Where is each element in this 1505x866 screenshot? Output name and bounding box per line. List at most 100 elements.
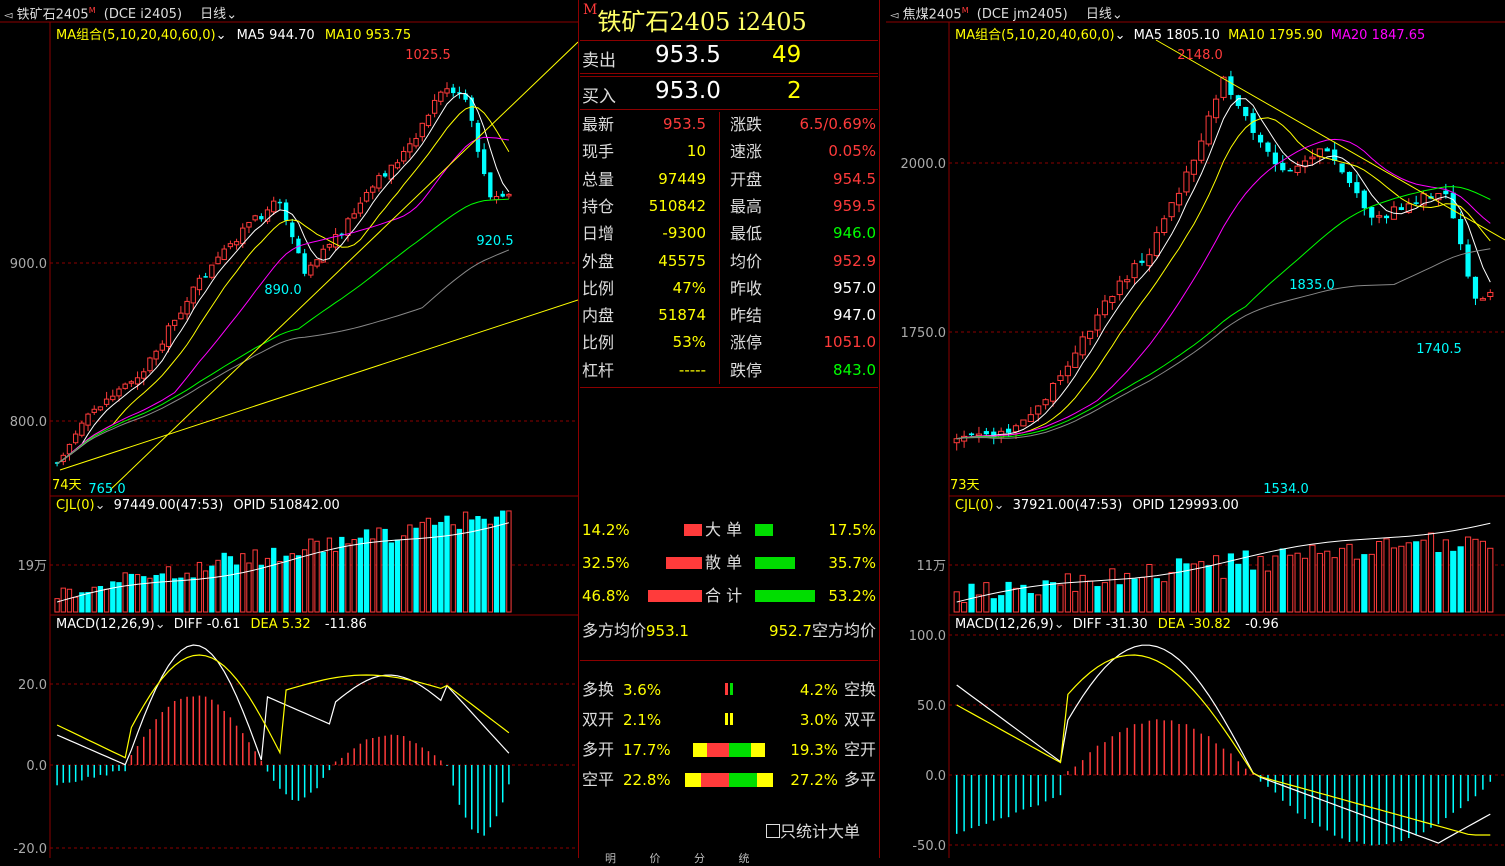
stat-value: 0.05% bbox=[828, 142, 876, 161]
right-diff-value: DIFF -31.30 bbox=[1072, 617, 1148, 632]
candle-body bbox=[1228, 76, 1234, 95]
right-period-select[interactable]: 日线 bbox=[1085, 7, 1112, 23]
chevron-down-icon[interactable]: ⌄ bbox=[154, 617, 166, 632]
right-macd-hist-value: -0.96 bbox=[1245, 617, 1279, 632]
volume-bar bbox=[1479, 540, 1486, 613]
volume-bar bbox=[382, 528, 388, 613]
back-arrow-icon[interactable]: ◅ bbox=[4, 8, 13, 22]
volume-bar bbox=[215, 559, 221, 613]
pos-right-pct: 4.2% bbox=[799, 681, 838, 699]
left-ma-combo-select[interactable]: MA组合(5,10,20,40,60,0) bbox=[56, 28, 216, 43]
left-volume-indicator-select[interactable]: CJL(0) bbox=[56, 498, 95, 513]
candle-body bbox=[357, 202, 364, 214]
chevron-down-icon[interactable]: ⌄ bbox=[94, 498, 106, 513]
big-order-checkbox-row[interactable]: 只统计大单 bbox=[766, 818, 860, 842]
position-change-row: 双开 2.1% 3.0% 双平 bbox=[582, 708, 876, 732]
stat-label: 杠杆 bbox=[582, 360, 615, 380]
candle-body bbox=[1131, 263, 1138, 279]
right-chart-panel[interactable]: ◅ 焦煤2405M (DCE jm2405) 日线⌄ MA组合(5,10,20,… bbox=[886, 0, 1505, 858]
candle-body bbox=[66, 443, 73, 455]
price-annotation: 1835.0 bbox=[1289, 278, 1335, 293]
flow-buy-bar bbox=[684, 524, 702, 536]
candle-body bbox=[1376, 215, 1383, 218]
candle-body bbox=[1458, 219, 1464, 245]
left-period-select[interactable]: 日线 bbox=[200, 7, 227, 23]
flow-label: 大 单 bbox=[705, 520, 743, 539]
right-chart-canvas[interactable]: 2000.0 1750.0 100.0 50.0 0.0 -50.0 11万 2148.0 18… bbox=[886, 0, 1505, 858]
order-flow-row: 46.8% 合 计 53.2% bbox=[582, 584, 876, 608]
right-macd-legend: MACD(12,26,9)⌄ DIFF -31.30 DEA -30.82 -0… bbox=[955, 617, 1279, 632]
volume-bar bbox=[998, 595, 1005, 613]
volume-bar bbox=[1153, 578, 1160, 613]
left-opid-value: OPID 510842.00 bbox=[233, 498, 340, 513]
volume-bar bbox=[122, 572, 128, 613]
chevron-down-icon[interactable]: ⌄ bbox=[226, 7, 238, 23]
candle-body bbox=[425, 114, 432, 127]
quote-stat-row: 内盘 51874 昨结 947.0 bbox=[580, 302, 878, 329]
chevron-down-icon[interactable]: ⌄ bbox=[993, 498, 1005, 513]
chevron-down-icon[interactable]: ⌄ bbox=[215, 28, 227, 43]
price-annotation: 1740.5 bbox=[1416, 342, 1462, 357]
buy-price[interactable]: 953.0 bbox=[655, 78, 721, 104]
stat-label: 现手 bbox=[582, 142, 615, 162]
tab-stats[interactable]: 统 bbox=[738, 852, 750, 865]
candle-body bbox=[1146, 254, 1153, 267]
volume-bar bbox=[1383, 538, 1390, 613]
right-macd-indicator-select[interactable]: MACD(12,26,9) bbox=[955, 617, 1054, 632]
candle-body bbox=[451, 87, 456, 94]
volume-bar bbox=[277, 561, 283, 613]
tab-price[interactable]: 价 bbox=[649, 852, 661, 865]
candle-body bbox=[1354, 182, 1360, 194]
left-macd-indicator-select[interactable]: MACD(12,26,9) bbox=[56, 617, 155, 632]
candle-body bbox=[320, 248, 326, 263]
candle-body bbox=[1280, 162, 1286, 171]
chevron-down-icon[interactable]: ⌄ bbox=[1114, 28, 1126, 43]
left-symbol-title[interactable]: 铁矿石2405 bbox=[16, 7, 89, 23]
volume-bar bbox=[326, 537, 333, 613]
volume-bar bbox=[1109, 568, 1116, 613]
volume-bar bbox=[1420, 539, 1427, 613]
candle-body bbox=[431, 99, 438, 114]
flow-buy-bar bbox=[666, 557, 702, 569]
right-volume-indicator-select[interactable]: CJL(0) bbox=[955, 498, 994, 513]
volume-bar bbox=[1205, 565, 1212, 613]
back-arrow-icon[interactable]: ◅ bbox=[890, 8, 899, 22]
left-diff-value: DIFF -0.61 bbox=[173, 617, 241, 632]
open-interest-line bbox=[956, 522, 1491, 603]
volume-bar bbox=[332, 550, 339, 613]
chevron-down-icon[interactable]: ⌄ bbox=[1111, 7, 1123, 23]
volume-bar bbox=[153, 574, 159, 613]
quote-stat-row: 持仓 510842 最高 959.5 bbox=[580, 193, 878, 220]
stat-value: 97449 bbox=[658, 169, 706, 188]
trend-line bbox=[1155, 39, 1505, 241]
candle-body bbox=[394, 162, 401, 169]
short-avg-value: 952.7 bbox=[769, 622, 812, 640]
buy-row[interactable]: 买入 953.0 2 bbox=[582, 78, 876, 108]
candle-body bbox=[1383, 215, 1390, 219]
checkbox-icon[interactable] bbox=[766, 824, 780, 838]
pos-left-label: 双开 bbox=[582, 710, 615, 729]
left-chart-canvas[interactable]: 900.0 800.0 20.0 0.0 -20.0 19万 1025.5 890.0 920.… bbox=[0, 0, 578, 858]
candle-body bbox=[388, 164, 394, 180]
flow-left-pct: 14.2% bbox=[582, 521, 630, 539]
chevron-down-icon[interactable]: ⌄ bbox=[1053, 617, 1065, 632]
right-ma-combo-select[interactable]: MA组合(5,10,20,40,60,0) bbox=[955, 28, 1115, 43]
candle-body bbox=[953, 438, 960, 444]
bottom-tab-strip: 明 价 分 统 bbox=[605, 850, 750, 866]
volume-bar bbox=[116, 582, 122, 613]
volume-bar bbox=[1124, 572, 1131, 613]
left-chart-panel[interactable]: ◅ 铁矿石2405M (DCE i2405) 日线⌄ MA组合(5,10,20,… bbox=[0, 0, 578, 858]
volume-bar bbox=[1138, 577, 1146, 613]
tab-detail[interactable]: 明 bbox=[605, 852, 616, 865]
left-dea-value: DEA 5.32 bbox=[250, 617, 311, 632]
volume-bar bbox=[1294, 552, 1301, 613]
volume-bar bbox=[178, 577, 184, 613]
sell-price[interactable]: 953.5 bbox=[655, 42, 721, 68]
right-symbol-title[interactable]: 焦煤2405 bbox=[902, 7, 962, 23]
volume-bar bbox=[1435, 552, 1442, 613]
sell-row[interactable]: 卖出 953.5 49 bbox=[582, 42, 876, 72]
tab-minute[interactable]: 分 bbox=[694, 852, 705, 865]
candle-body bbox=[277, 201, 283, 204]
candle-body bbox=[345, 218, 351, 236]
candle-body bbox=[1294, 165, 1301, 173]
